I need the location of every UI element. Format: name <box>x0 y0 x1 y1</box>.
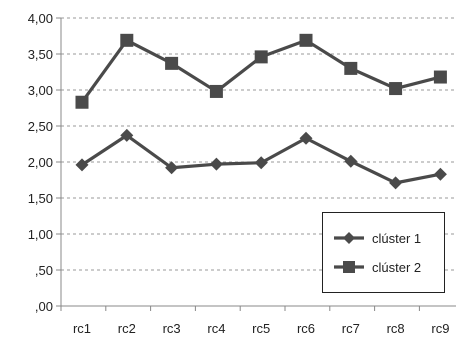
data-point <box>120 33 134 47</box>
series-group <box>75 33 447 190</box>
data-point <box>299 131 313 145</box>
legend-item: clúster 1 <box>334 231 421 246</box>
y-tick-label: ,00 <box>35 299 53 314</box>
data-point <box>165 161 179 175</box>
x-tick-labels: rc1 rc2 rc3 rc4 rc5 rc6 rc7 rc8 rc9 <box>73 321 449 336</box>
legend-item: clúster 2 <box>334 260 421 275</box>
y-tick-label: 1,50 <box>28 191 53 206</box>
legend: clúster 1 clúster 2 <box>322 212 445 293</box>
data-point <box>344 154 358 168</box>
y-tick-label: 3,50 <box>28 47 53 62</box>
data-point <box>75 95 89 109</box>
x-tick-label: rc3 <box>163 321 181 336</box>
x-tick-label: rc6 <box>297 321 315 336</box>
x-tick-label: rc4 <box>207 321 225 336</box>
y-tick-labels: ,00 ,50 1,00 1,50 2,00 2,50 3,00 3,50 4,00 <box>28 11 53 314</box>
y-tick-label: 1,00 <box>28 227 53 242</box>
y-tick-label: 3,00 <box>28 83 53 98</box>
x-tick-label: rc9 <box>431 321 449 336</box>
legend-label: clúster 1 <box>372 231 421 246</box>
square-icon <box>343 261 355 273</box>
x-tick-label: rc5 <box>252 321 270 336</box>
x-tick-label: rc2 <box>118 321 136 336</box>
x-tick-label: rc8 <box>387 321 405 336</box>
legend-box <box>322 212 445 293</box>
y-tick-label: 2,00 <box>28 155 53 170</box>
data-point <box>389 176 403 190</box>
diamond-icon <box>343 232 355 244</box>
x-tick-label: rc7 <box>342 321 360 336</box>
y-tick-label: 4,00 <box>28 11 53 26</box>
data-point <box>254 156 268 170</box>
x-tick-label: rc1 <box>73 321 91 336</box>
y-tick-label: 2,50 <box>28 119 53 134</box>
axes <box>56 17 456 311</box>
data-point <box>165 56 179 70</box>
series-line <box>80 38 441 104</box>
legend-label: clúster 2 <box>372 260 421 275</box>
series-2 <box>75 33 447 109</box>
data-point <box>344 61 358 75</box>
data-point <box>120 128 134 142</box>
data-point <box>75 158 89 172</box>
data-point <box>209 157 223 171</box>
data-point <box>433 167 447 181</box>
data-point <box>389 82 403 96</box>
data-point <box>299 33 313 47</box>
data-point <box>209 84 223 98</box>
data-point <box>433 70 447 84</box>
y-tick-label: ,50 <box>35 263 53 278</box>
series-1 <box>75 128 447 190</box>
data-point <box>254 50 268 64</box>
